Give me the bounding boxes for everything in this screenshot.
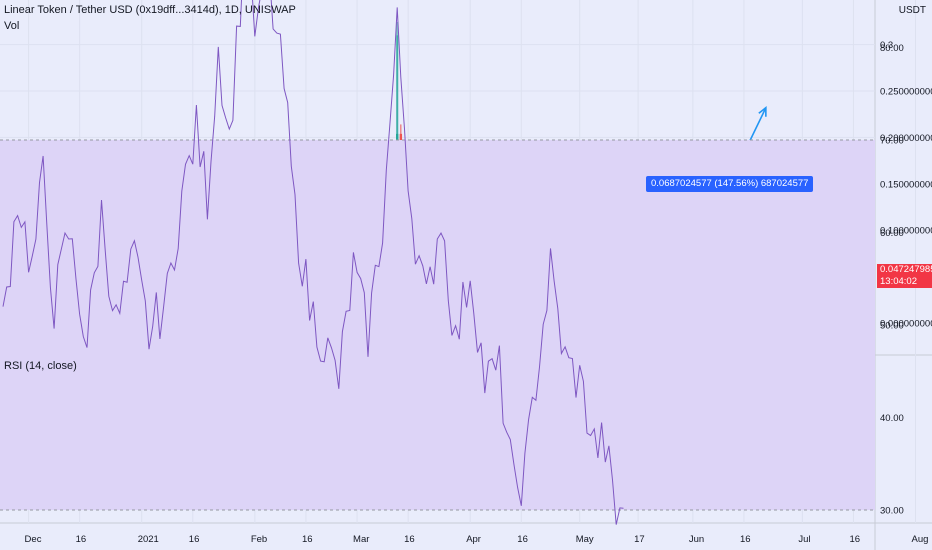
price-tick-label: 0.1000000000 xyxy=(880,226,932,237)
price-tick-label: 0.1500000000 xyxy=(880,179,932,190)
date-tick-label: Jul xyxy=(798,534,810,545)
date-tick-label: 16 xyxy=(302,534,313,545)
date-tick-label: 16 xyxy=(76,534,87,545)
rsi-band xyxy=(0,140,875,510)
rsi-tick-label: 60.00 xyxy=(880,228,904,239)
price-tick-label: 0.2500000000 xyxy=(880,87,932,98)
date-tick-label: 16 xyxy=(517,534,528,545)
date-tick-label: 16 xyxy=(849,534,860,545)
volume-label: Vol xyxy=(4,20,20,32)
chart-title: Linear Token / Tether USD (0x19dff...341… xyxy=(4,4,296,16)
date-tick-label: Apr xyxy=(466,534,481,545)
date-tick-label: Dec xyxy=(25,534,42,545)
last-price-value: 0.0472479859 xyxy=(880,264,932,275)
date-tick-label: 17 xyxy=(634,534,645,545)
date-tick-label: 16 xyxy=(189,534,200,545)
price-tick-label: 0.0000000000 xyxy=(880,319,932,330)
date-tick-label: 2021 xyxy=(138,534,159,545)
price-tick-label: 0.2000000000 xyxy=(880,133,932,144)
rsi-tick-label: 50.00 xyxy=(880,321,904,332)
rsi-label: RSI (14, close) xyxy=(4,360,77,372)
rsi-tick-label: 30.00 xyxy=(880,506,904,517)
rsi-tick-label: 70.00 xyxy=(880,136,904,147)
rsi-tick-label: 80.00 xyxy=(880,43,904,54)
date-tick-label: 16 xyxy=(740,534,751,545)
date-tick-label: Feb xyxy=(251,534,267,545)
rsi-line xyxy=(2,0,624,525)
date-tick-label: Aug xyxy=(912,534,929,545)
bar-countdown: 13:04:02 xyxy=(880,276,917,287)
price-range-measure-label: 0.0687024577 (147.56%) 687024577 xyxy=(646,176,814,192)
date-tick-label: Jun xyxy=(689,534,704,545)
date-tick-label: 16 xyxy=(404,534,415,545)
projection-arrow-head xyxy=(758,106,767,117)
date-tick-label: May xyxy=(576,534,594,545)
rsi-tick-label: 40.00 xyxy=(880,413,904,424)
currency-unit: USDT xyxy=(898,5,926,16)
last-price-badge: 0.0472479859 13:04:02 xyxy=(877,264,932,288)
price-tick-label: 0.3 xyxy=(880,40,893,51)
date-tick-label: Mar xyxy=(353,534,369,545)
